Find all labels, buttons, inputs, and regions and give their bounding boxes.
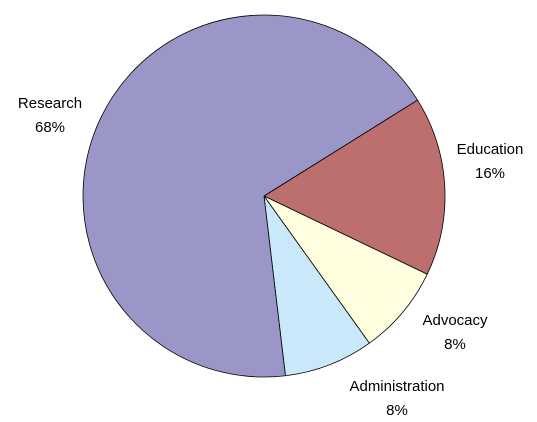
pie-slice-administration [263,195,370,377]
pie-label-percent: 8% [386,402,408,419]
pie-slice-advocacy [263,195,428,344]
pie-labels: Research 68%Education 16%Advocacy 8%Adminis… [18,95,523,419]
pie-label-name: Advocacy [422,312,488,329]
pie-label-advocacy: Advocacy 8% [422,312,488,353]
pie-label-percent: 68% [35,119,65,136]
pie-slice-research [82,14,418,378]
pie-label-name: Education [457,141,524,158]
pie-label-percent: 8% [444,336,466,353]
pie-label-education: Education 16% [457,141,524,182]
pie-label-name: Administration [349,378,444,395]
pie-label-research: Research 68% [18,95,82,136]
pie-label-percent: 16% [475,165,505,182]
pie-label-name: Research [18,95,82,112]
pie-label-administration: Administration 8% [349,378,444,419]
pie-slices [82,14,446,378]
pie-slice-education [263,99,446,275]
